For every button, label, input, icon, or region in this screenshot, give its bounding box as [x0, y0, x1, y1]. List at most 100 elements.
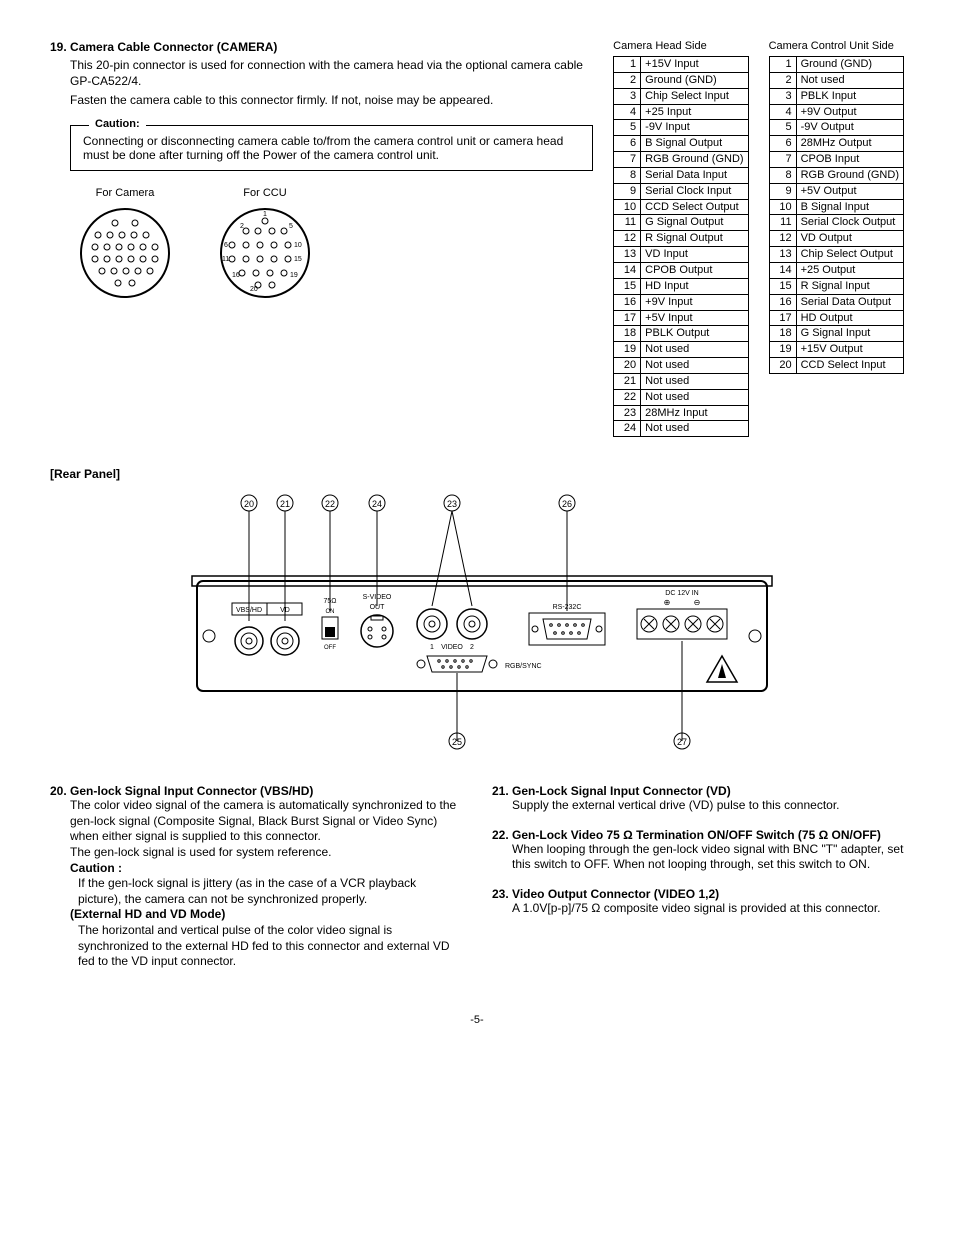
table-row: 8RGB Ground (GND)	[769, 167, 903, 183]
table-row: 13VD Input	[614, 247, 748, 263]
table-row: 19Not used	[614, 342, 748, 358]
section-20-num: 20.	[50, 784, 67, 798]
section-19-p2: Fasten the camera cable to this connecto…	[70, 93, 593, 109]
table-row: 4+9V Output	[769, 104, 903, 120]
table-row: 17+5V Input	[614, 310, 748, 326]
rear-panel-label: [Rear Panel]	[50, 467, 904, 481]
section-20: 20. Gen-lock Signal Input Connector (VBS…	[50, 784, 462, 970]
section-23-p1: A 1.0V[p-p]/75 Ω composite video signal …	[512, 901, 904, 917]
table-row: 20CCD Select Input	[769, 358, 903, 374]
table-row: 3PBLK Input	[769, 88, 903, 104]
table-row: 12R Signal Output	[614, 231, 748, 247]
table-row: 17HD Output	[769, 310, 903, 326]
svg-text:21: 21	[280, 499, 290, 509]
table-row: 15R Signal Input	[769, 278, 903, 294]
svg-text:RGB/SYNC: RGB/SYNC	[505, 663, 542, 670]
svg-text:20: 20	[244, 499, 254, 509]
svg-text:OFF: OFF	[324, 645, 336, 651]
table-row: 1Ground (GND)	[769, 57, 903, 73]
section-21-title: Gen-Lock Signal Input Connector (VD)	[512, 784, 731, 798]
caution-label: Caution:	[89, 118, 146, 130]
section-21: 21. Gen-Lock Signal Input Connector (VD)…	[492, 784, 904, 814]
svg-text:2: 2	[240, 223, 244, 230]
svg-text:10: 10	[294, 242, 302, 249]
svg-text:1: 1	[430, 644, 434, 651]
table-row: 6B Signal Output	[614, 136, 748, 152]
connector-camera: For Camera	[70, 187, 180, 307]
connector-camera-label: For Camera	[70, 187, 180, 199]
table-row: 2Ground (GND)	[614, 72, 748, 88]
svg-text:11: 11	[222, 256, 229, 263]
table-row: 18G Signal Input	[769, 326, 903, 342]
connector-ccu-icon: 1 25 610 1115 1619 20	[210, 203, 320, 303]
table-row: 5-9V Output	[769, 120, 903, 136]
section-20-p1: The color video signal of the camera is …	[70, 798, 462, 845]
svg-text:26: 26	[562, 499, 572, 509]
svg-text:23: 23	[447, 499, 457, 509]
table-row: 15HD Input	[614, 278, 748, 294]
table-row: 22Not used	[614, 389, 748, 405]
table-row: 9+5V Output	[769, 183, 903, 199]
connector-ccu-label: For CCU	[210, 187, 320, 199]
table-row: 19+15V Output	[769, 342, 903, 358]
section-20-p2: The gen-lock signal is used for system r…	[70, 845, 462, 861]
table-row: 8Serial Data Input	[614, 167, 748, 183]
svg-text:5: 5	[289, 223, 293, 230]
caution-box: Caution: Connecting or disconnecting cam…	[70, 125, 593, 171]
table-row: 16+9V Input	[614, 294, 748, 310]
svg-text:2: 2	[470, 644, 474, 651]
table-row: 14CPOB Output	[614, 262, 748, 278]
svg-text:DC 12V IN: DC 12V IN	[665, 590, 698, 597]
connector-ccu: For CCU 1 2 5 6 10	[210, 187, 320, 307]
section-21-p1: Supply the external vertical drive (VD) …	[512, 798, 904, 814]
table-row: 5-9V Input	[614, 120, 748, 136]
section-20-mode-text: The horizontal and vertical pulse of the…	[78, 923, 462, 970]
svg-text:VIDEO: VIDEO	[441, 644, 463, 651]
section-20-caution-text: If the gen-lock signal is jittery (as in…	[78, 876, 462, 907]
table-row: 14+25 Output	[769, 262, 903, 278]
svg-text:22: 22	[325, 499, 335, 509]
section-23-title: Video Output Connector (VIDEO 1,2)	[512, 887, 719, 901]
section-22-title: Gen-Lock Video 75 Ω Termination ON/OFF S…	[512, 828, 881, 842]
caution-text: Connecting or disconnecting camera cable…	[83, 134, 580, 162]
table-row: 12VD Output	[769, 231, 903, 247]
svg-text:25: 25	[452, 737, 462, 747]
svg-text:⊕: ⊕	[664, 598, 671, 607]
table-row: 11Serial Clock Output	[769, 215, 903, 231]
svg-text:1: 1	[263, 211, 267, 218]
section-21-num: 21.	[492, 784, 509, 798]
rear-panel-svg: 202122242326 VBS/HD VD 75Ω ON OFF S-VIDE…	[137, 491, 817, 751]
table-row: 16Serial Data Output	[769, 294, 903, 310]
table-row: 628MHz Output	[769, 136, 903, 152]
svg-text:6: 6	[224, 242, 228, 249]
section-22-p1: When looping through the gen-lock video …	[512, 842, 904, 873]
page-number: -5-	[50, 1014, 904, 1026]
table-row: 2328MHz Input	[614, 405, 748, 421]
table-row: 10CCD Select Output	[614, 199, 748, 215]
svg-text:24: 24	[372, 499, 382, 509]
svg-text:20: 20	[250, 286, 258, 293]
svg-text:⊖: ⊖	[694, 598, 701, 607]
rear-panel-diagram: 202122242326 VBS/HD VD 75Ω ON OFF S-VIDE…	[50, 491, 904, 754]
section-23-num: 23.	[492, 887, 509, 901]
table-ccu-side: Camera Control Unit Side 1Ground (GND)2N…	[769, 40, 904, 437]
section-20-caution-label: Caution :	[70, 861, 462, 877]
table-row: 1+15V Input	[614, 57, 748, 73]
section-23: 23. Video Output Connector (VIDEO 1,2) A…	[492, 887, 904, 917]
table-camera-head: Camera Head Side 1+15V Input2Ground (GND…	[613, 40, 748, 437]
table-row: 18PBLK Output	[614, 326, 748, 342]
table-row: 9Serial Clock Input	[614, 183, 748, 199]
section-19-p1: This 20-pin connector is used for connec…	[70, 58, 593, 89]
table-row: 20Not used	[614, 358, 748, 374]
section-22: 22. Gen-Lock Video 75 Ω Termination ON/O…	[492, 828, 904, 873]
table-row: 10B Signal Input	[769, 199, 903, 215]
svg-text:27: 27	[677, 737, 687, 747]
table-row: 7CPOB Input	[769, 152, 903, 168]
table-row: 13Chip Select Output	[769, 247, 903, 263]
table-row: 2Not used	[769, 72, 903, 88]
table-row: 24Not used	[614, 421, 748, 437]
table-row: 11G Signal Output	[614, 215, 748, 231]
table-row: 7RGB Ground (GND)	[614, 152, 748, 168]
section-22-num: 22.	[492, 828, 509, 842]
section-19-title: Camera Cable Connector (CAMERA)	[70, 40, 277, 54]
